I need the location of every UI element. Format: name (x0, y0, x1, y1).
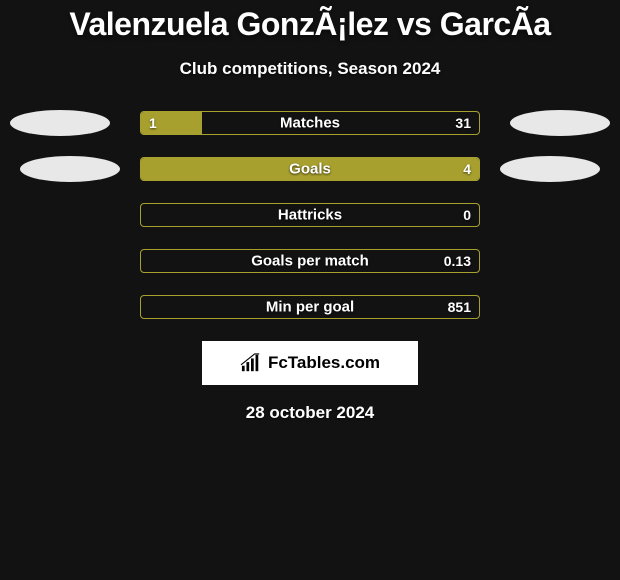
brand-label: FcTables.com (268, 353, 380, 373)
stat-label: Hattricks (278, 207, 342, 224)
stat-label: Goals (289, 161, 331, 178)
stat-value-right: 851 (448, 299, 471, 315)
stat-row: 4 Goals (0, 157, 620, 181)
player-avatar-left (20, 156, 120, 182)
stat-value-right: 0 (463, 207, 471, 223)
stat-label: Matches (280, 115, 340, 132)
player-avatar-left (10, 110, 110, 136)
stat-value-left: 1 (149, 115, 157, 131)
player-avatar-right (500, 156, 600, 182)
stat-bar: 4 Goals (140, 157, 480, 181)
stat-label: Goals per match (251, 253, 369, 270)
stat-bar: 0 Hattricks (140, 203, 480, 227)
stat-row: 1 31 Matches (0, 111, 620, 135)
date-label: 28 october 2024 (0, 403, 620, 423)
stat-bar: 0.13 Goals per match (140, 249, 480, 273)
brand-badge[interactable]: FcTables.com (202, 341, 418, 385)
stat-value-right: 31 (455, 115, 471, 131)
stat-value-right: 4 (463, 161, 471, 177)
stat-value-right: 0.13 (444, 253, 471, 269)
page-title: Valenzuela GonzÃ¡lez vs GarcÃ­a (0, 0, 620, 43)
bar-chart-icon (240, 353, 262, 373)
stat-bar: 851 Min per goal (140, 295, 480, 319)
stat-row: 0 Hattricks (0, 203, 620, 227)
stat-label: Min per goal (266, 299, 354, 316)
stat-row: 851 Min per goal (0, 295, 620, 319)
player-avatar-right (510, 110, 610, 136)
page-subtitle: Club competitions, Season 2024 (0, 59, 620, 79)
comparison-chart: 1 31 Matches 4 Goals 0 Hattricks 0.13 Goals per … (0, 111, 620, 319)
stat-row: 0.13 Goals per match (0, 249, 620, 273)
stat-bar: 1 31 Matches (140, 111, 480, 135)
